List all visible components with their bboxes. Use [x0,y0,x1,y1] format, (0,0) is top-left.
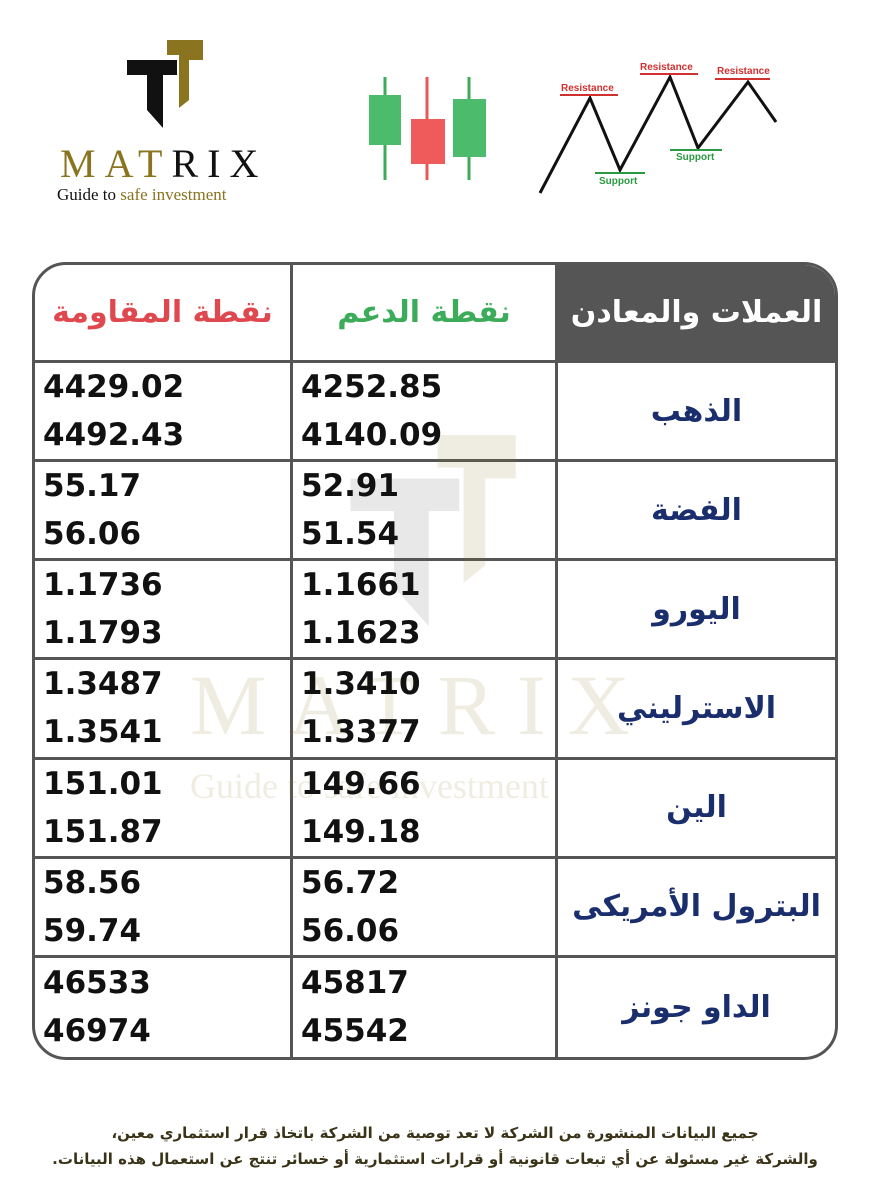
resistance-value: 1.3541 [43,714,163,751]
resistance-cell: 55.17 56.06 [35,462,293,562]
support-cell: 149.66 149.18 [293,759,558,859]
support-label: Support [599,176,638,187]
support-value: 1.3410 [301,666,421,703]
instrument-label: الاسترليني [616,690,777,726]
instrument-name: الذهب [558,363,835,463]
support-resistance-diagram: Resistance Resistance Resistance Support… [538,62,778,194]
header-category: العملات والمعادن [558,265,835,363]
resistance-value: 59.74 [43,912,142,949]
support-cell: 4252.85 4140.09 [293,363,558,463]
support-value: 1.1661 [301,567,421,604]
resistance-value: 1.3487 [43,666,163,703]
support-value: 1.3377 [301,714,421,751]
instrument-name: الاسترليني [558,660,835,760]
support-cell: 1.1661 1.1623 [293,561,558,661]
support-resistance-table: نقطة المقاومة نقطة الدعم العملات والمعاد… [32,262,838,1060]
support-value: 4140.09 [301,417,443,454]
support-value: 45542 [301,1013,409,1050]
resistance-cell: 58.56 59.74 [35,858,293,958]
instrument-label: الداو جونز [622,989,771,1025]
support-label: Support [676,152,715,163]
resistance-cell: 1.1736 1.1793 [35,561,293,661]
instrument-name: الين [558,760,835,859]
resistance-value: 151.87 [43,813,163,850]
header-support: نقطة الدعم [293,265,558,363]
support-value: 51.54 [301,516,400,553]
resistance-value: 4429.02 [43,369,185,406]
resistance-value: 4492.43 [43,417,185,454]
support-value: 56.72 [301,864,400,901]
support-value: 1.1623 [301,615,421,652]
resistance-label: Resistance [717,66,770,77]
resistance-value: 56.06 [43,516,142,553]
instrument-label: الفضة [651,492,742,528]
support-value: 4252.85 [301,369,443,406]
resistance-value: 46533 [43,965,151,1002]
instrument-name: الفضة [558,462,835,562]
resistance-value: 151.01 [43,765,163,802]
support-cell: 52.91 51.54 [293,462,558,562]
resistance-value: 46974 [43,1013,151,1050]
resistance-cell: 151.01 151.87 [35,759,293,859]
resistance-cell: 4429.02 4492.43 [35,363,293,463]
disclaimer: جميع البيانات المنشورة من الشركة لا تعد … [20,1120,850,1172]
instrument-name: اليورو [558,561,835,661]
resistance-cell: 1.3487 1.3541 [35,660,293,760]
matrix-logo: MATRIX Guide to safe investment [55,40,275,210]
support-value: 56.06 [301,912,400,949]
disclaimer-line: والشركة غير مسئولة عن أي تبعات قانونية أ… [52,1150,818,1168]
instrument-label: الذهب [650,393,743,429]
support-value: 45817 [301,965,409,1002]
resistance-label: Resistance [640,62,693,73]
header-resistance: نقطة المقاومة [35,265,293,363]
logo-mark-icon [127,40,203,128]
resistance-value: 58.56 [43,864,142,901]
brand-name: MATRIX [60,141,268,186]
candlestick-icon [369,77,486,180]
resistance-value: 1.1793 [43,615,163,652]
instrument-name: الداو جونز [558,958,835,1057]
resistance-value: 1.1736 [43,567,163,604]
resistance-cell: 46533 46974 [35,957,293,1057]
support-value: 149.66 [301,765,421,802]
support-cell: 45817 45542 [293,957,558,1057]
support-value: 149.18 [301,813,421,850]
resistance-value: 55.17 [43,468,142,505]
brand-tagline: Guide to safe investment [57,185,227,204]
support-value: 52.91 [301,468,400,505]
disclaimer-line: جميع البيانات المنشورة من الشركة لا تعد … [111,1124,759,1142]
support-cell: 1.3410 1.3377 [293,660,558,760]
support-cell: 56.72 56.06 [293,858,558,958]
instrument-label: الين [666,790,727,826]
instrument-label: اليورو [652,591,741,627]
resistance-label: Resistance [561,83,614,94]
instrument-name: البترول الأمريكى [558,859,835,958]
instrument-label: البترول الأمريكى [572,889,821,925]
